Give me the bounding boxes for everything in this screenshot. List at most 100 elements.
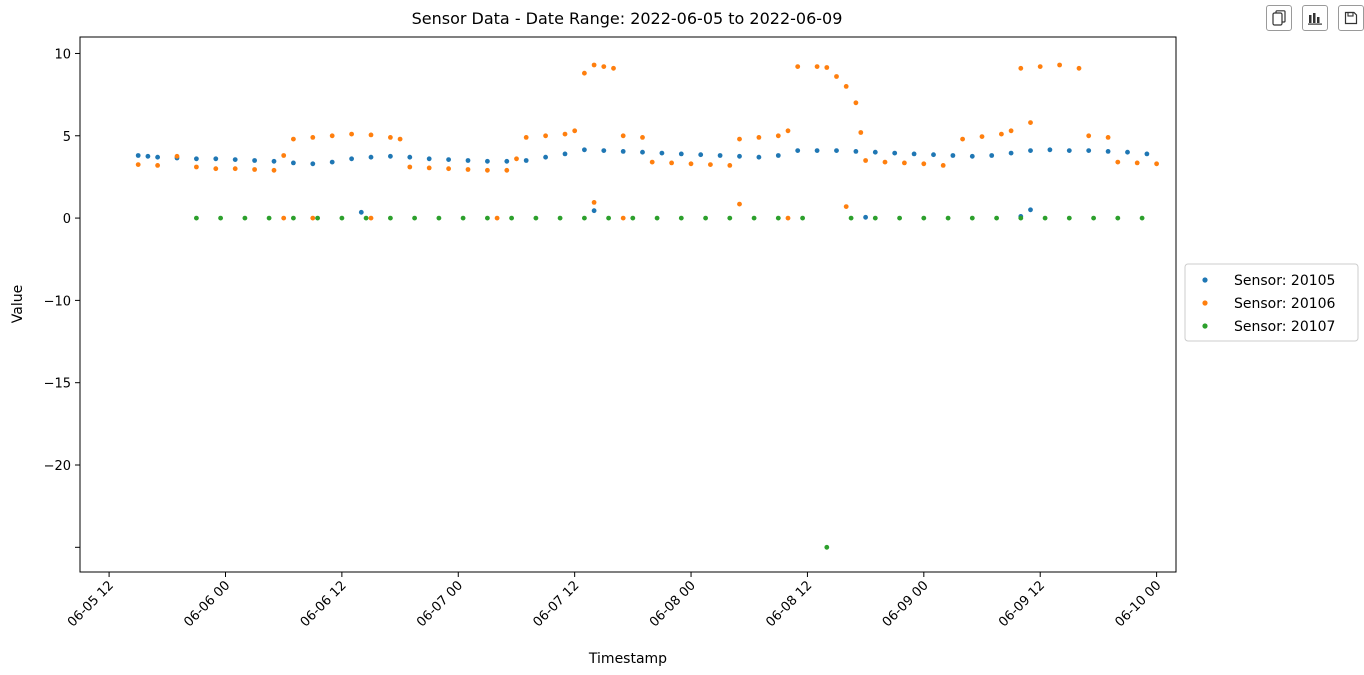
- data-point: [994, 215, 999, 221]
- data-point: [620, 215, 626, 221]
- legend-label: Sensor: 20107: [1234, 319, 1335, 335]
- data-point: [1115, 215, 1121, 221]
- data-point: [751, 215, 757, 221]
- data-point: [708, 162, 713, 168]
- data-point: [800, 215, 805, 221]
- data-point: [601, 148, 607, 154]
- data-point: [582, 70, 587, 76]
- data-point: [291, 136, 296, 142]
- data-point: [174, 153, 180, 159]
- data-point: [523, 158, 529, 163]
- data-point: [1047, 147, 1053, 153]
- data-point: [446, 157, 451, 163]
- data-point: [960, 136, 965, 142]
- data-point: [562, 151, 568, 157]
- data-point: [446, 166, 451, 172]
- data-point: [232, 166, 238, 172]
- data-point: [1115, 159, 1121, 165]
- legend-box: [1184, 263, 1359, 342]
- data-point: [485, 167, 490, 173]
- y-tick-label: 0: [63, 212, 71, 227]
- data-point: [194, 215, 199, 221]
- data-point: [591, 62, 597, 68]
- y-axis: 10 5 0 −10 −15 −20: [44, 47, 80, 548]
- data-point: [135, 162, 141, 168]
- data-point: [281, 153, 287, 158]
- data-point: [465, 167, 471, 172]
- data-point: [611, 65, 616, 71]
- data-point: [1076, 65, 1082, 71]
- data-point: [688, 161, 694, 167]
- data-point: [315, 215, 320, 221]
- data-point: [135, 153, 141, 158]
- data-point: [897, 215, 902, 221]
- data-point: [504, 167, 510, 173]
- data-point: [329, 159, 335, 165]
- data-point: [1091, 215, 1096, 221]
- data-point: [1008, 150, 1014, 156]
- data-point: [945, 215, 951, 221]
- data-point: [659, 150, 665, 156]
- data-point: [1105, 135, 1111, 140]
- data-point: [436, 215, 442, 221]
- data-point: [460, 215, 466, 221]
- data-point: [969, 153, 975, 159]
- x-tick-label: 06-09 12: [996, 578, 1048, 630]
- y-tick-label: −15: [44, 377, 71, 392]
- data-point: [562, 131, 568, 137]
- data-point: [266, 215, 272, 221]
- data-point: [824, 65, 830, 70]
- data-point: [843, 204, 849, 210]
- bar-chart-button[interactable]: [1302, 5, 1328, 31]
- data-point: [678, 215, 684, 221]
- data-point: [921, 215, 927, 221]
- data-point: [1139, 215, 1145, 221]
- data-point: [291, 160, 296, 166]
- data-point: [1134, 160, 1140, 166]
- data-point: [591, 200, 597, 205]
- data-point: [1057, 62, 1062, 68]
- data-point: [606, 215, 611, 221]
- data-point: [591, 208, 597, 214]
- series-2: [194, 215, 1145, 550]
- data-point: [572, 128, 578, 134]
- data-point: [717, 153, 723, 158]
- data-point: [1028, 207, 1033, 213]
- data-point: [426, 165, 432, 171]
- legend-label: Sensor: 20105: [1234, 273, 1335, 289]
- data-point: [640, 135, 645, 140]
- copy-icon: [1272, 10, 1286, 26]
- data-point: [737, 201, 742, 207]
- data-point: [412, 215, 417, 221]
- bar-chart-icon: [1308, 13, 1322, 25]
- data-point: [368, 154, 374, 160]
- data-point: [1066, 148, 1072, 154]
- plot-area: [79, 36, 1177, 573]
- data-point: [426, 156, 432, 162]
- save-button[interactable]: [1338, 5, 1364, 31]
- data-points: [135, 62, 1159, 550]
- data-point: [281, 215, 287, 221]
- chart-toolbar: [1266, 5, 1364, 31]
- copy-button[interactable]: [1266, 5, 1292, 31]
- data-point: [349, 156, 354, 162]
- data-point: [155, 154, 161, 160]
- data-point: [1144, 151, 1150, 157]
- data-point: [785, 128, 791, 134]
- data-point: [756, 154, 762, 160]
- data-point: [252, 167, 257, 172]
- x-tick-label: 06-08 12: [763, 578, 815, 630]
- data-point: [698, 152, 704, 158]
- data-point: [232, 157, 238, 163]
- data-point: [853, 149, 859, 154]
- data-point: [902, 160, 907, 166]
- legend-label: Sensor: 20106: [1234, 296, 1336, 312]
- data-point: [950, 153, 956, 158]
- data-point: [756, 135, 762, 140]
- data-point: [989, 153, 995, 158]
- data-point: [310, 215, 316, 221]
- data-point: [242, 215, 248, 221]
- data-point: [795, 64, 801, 69]
- data-point: [388, 153, 393, 159]
